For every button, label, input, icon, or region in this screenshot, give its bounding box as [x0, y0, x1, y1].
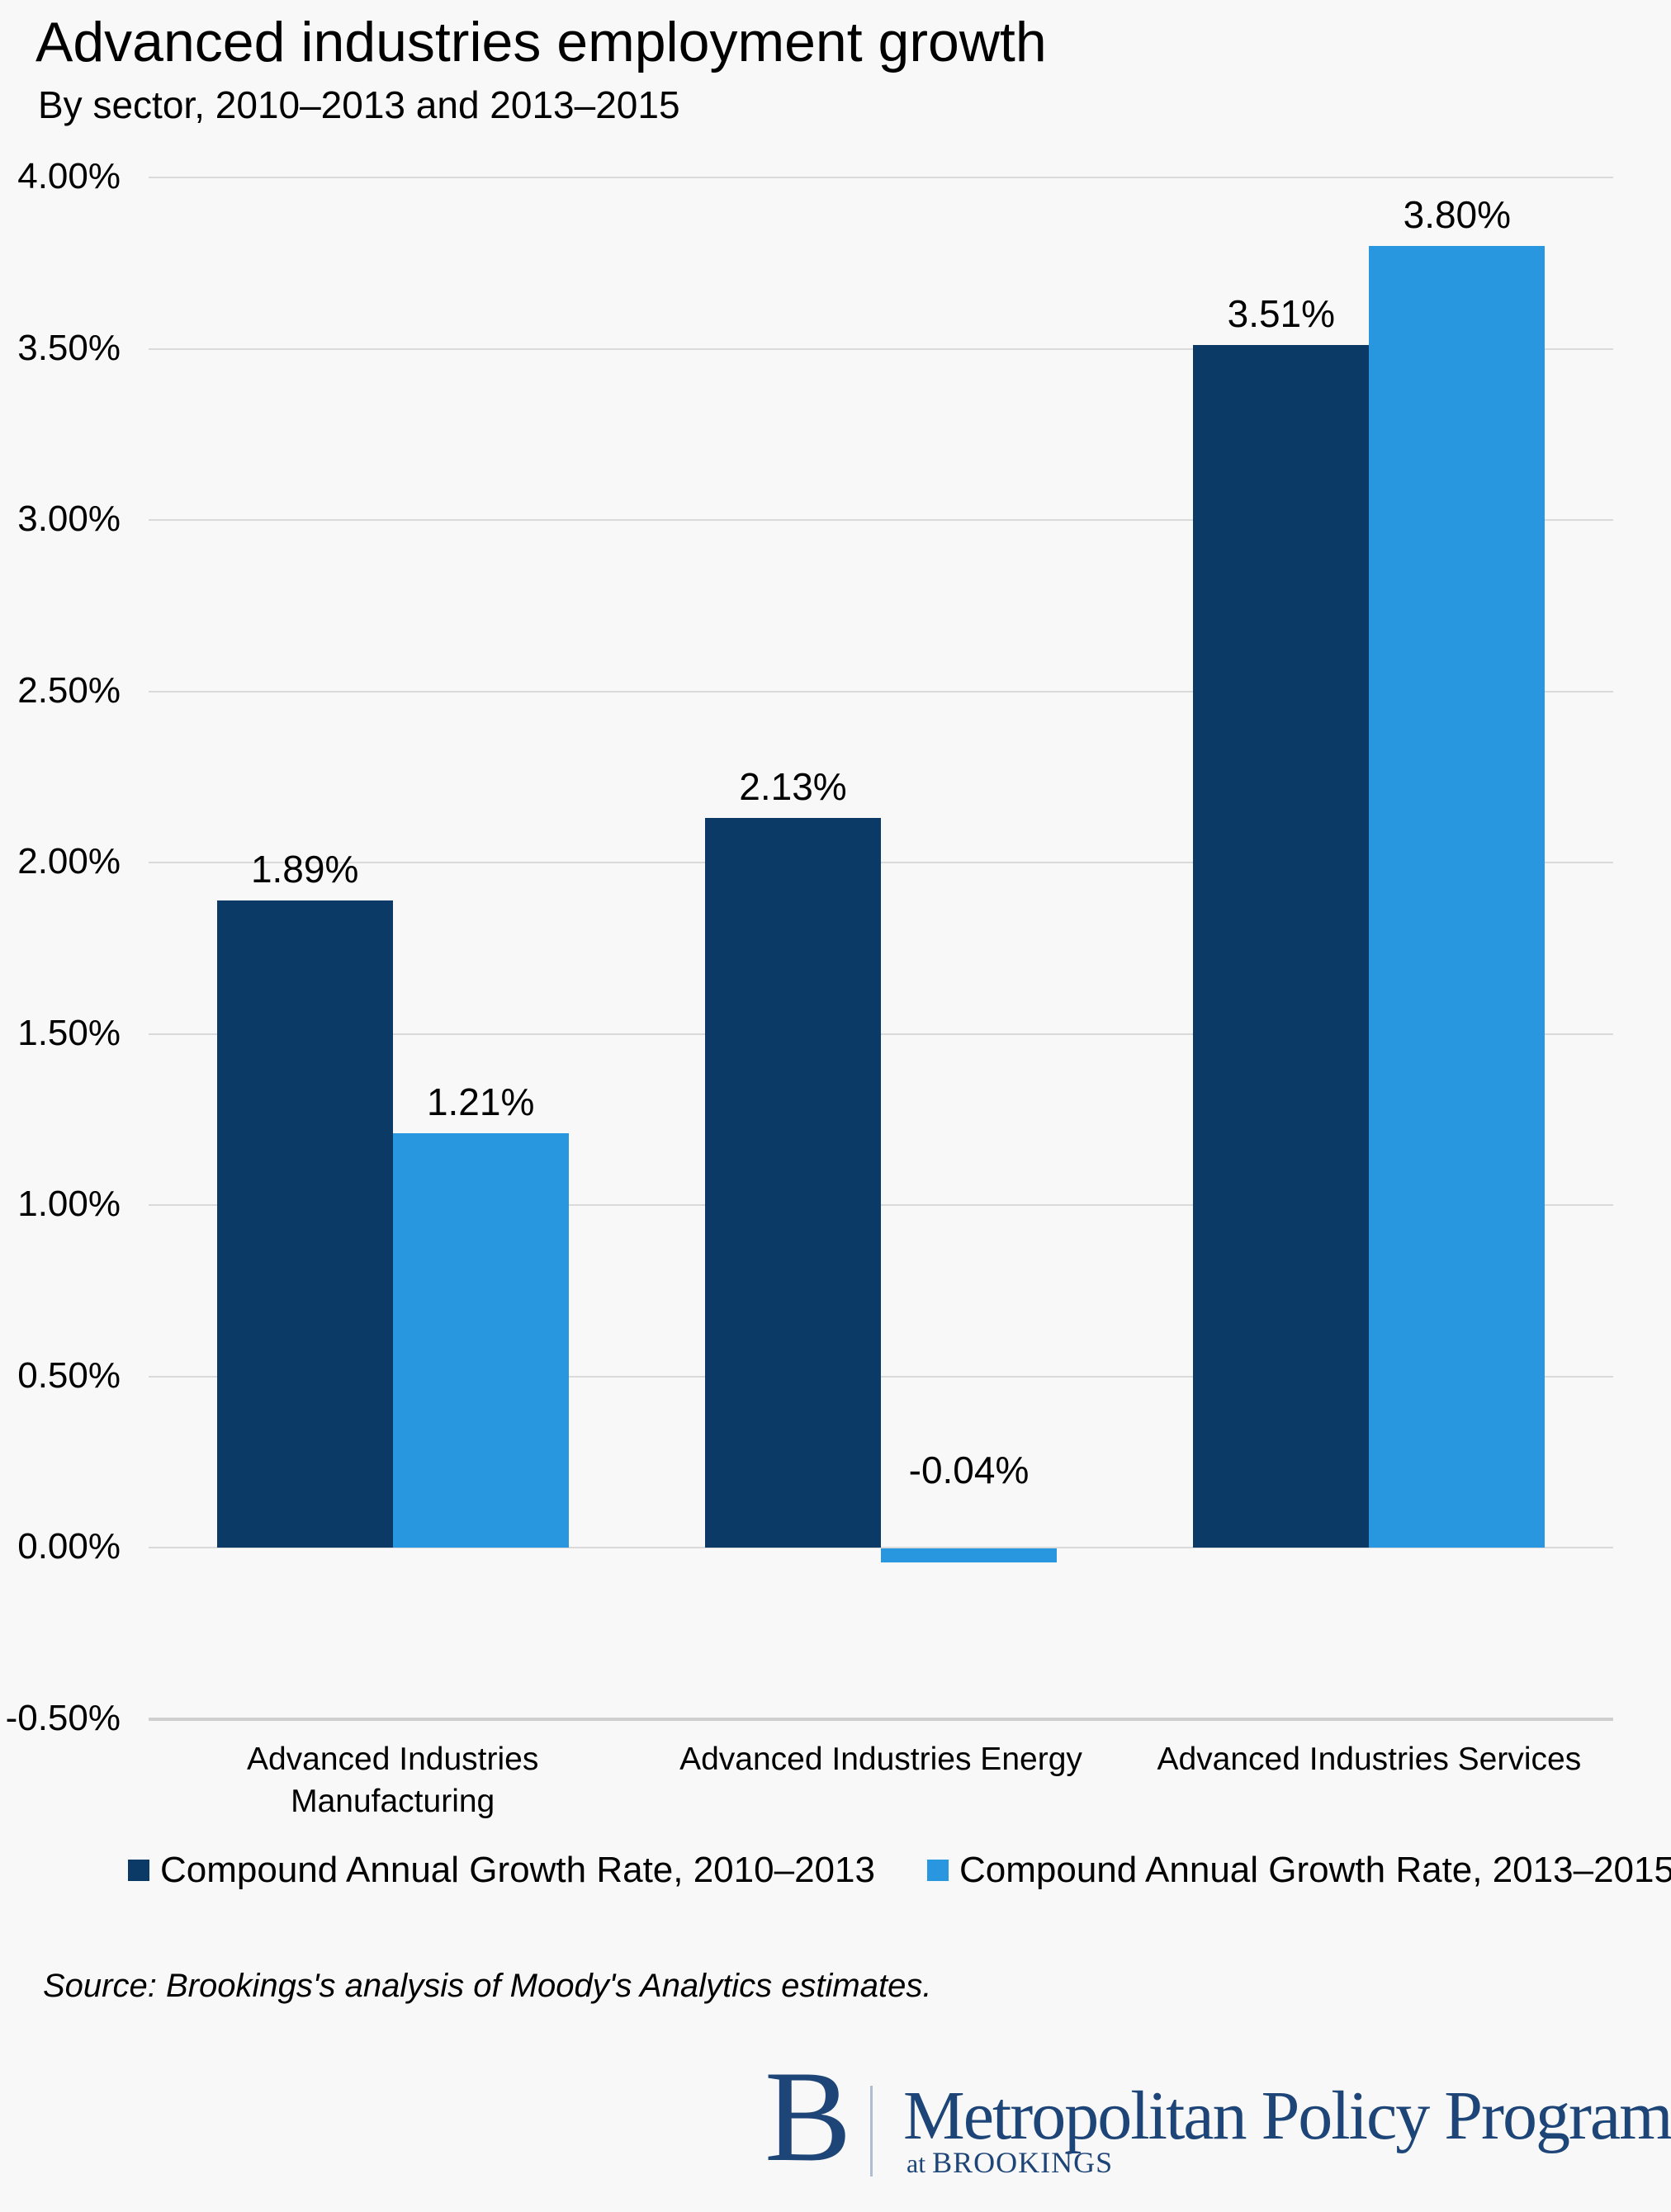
page-title: Advanced industries employment growth [36, 11, 1047, 73]
y-tick-label: 0.00% [17, 1526, 121, 1567]
gridline [149, 690, 1613, 692]
page-subtitle: By sector, 2010–2013 and 2013–2015 [38, 83, 680, 126]
logo-program-name: Metropolitan Policy Program [903, 2077, 1671, 2154]
logo-brookings-text: BROOKINGS [932, 2146, 1114, 2179]
gridline [149, 177, 1613, 178]
bar-value-label: 1.21% [426, 1080, 535, 1124]
gridline [149, 347, 1613, 350]
bar-value-label: 3.51% [1227, 292, 1336, 336]
y-tick-label: 1.00% [17, 1184, 121, 1225]
brookings-logo-mark: B [764, 2044, 852, 2189]
category-label: Advanced Industries Services [1157, 1742, 1582, 1777]
logo-at-prefix: at [907, 2148, 933, 2178]
legend-swatch-dark [128, 1860, 149, 1881]
bar-value-label: 1.89% [250, 847, 359, 891]
bar-value-label: -0.04% [908, 1449, 1030, 1492]
bar [216, 900, 393, 1548]
y-tick-label: 2.00% [17, 841, 121, 882]
y-tick-label: -0.50% [5, 1698, 121, 1738]
bar-value-label: 3.80% [1403, 193, 1512, 237]
bar-value-label: 2.13% [739, 765, 847, 809]
bar [1193, 345, 1370, 1548]
y-tick-label: 3.00% [17, 499, 121, 540]
gridline [149, 1547, 1613, 1549]
gridline [149, 1375, 1613, 1378]
category-label: Advanced Industries Manufacturing [246, 1742, 539, 1819]
legend-label: Compound Annual Growth Rate, 2013–2015 [959, 1850, 1671, 1890]
gridline [149, 1204, 1613, 1207]
bar [881, 1548, 1057, 1563]
source-note: Source: Brookings's analysis of Moody's … [43, 1968, 932, 2004]
logo-divider [870, 2086, 873, 2177]
logo-at-brookings: at BROOKINGS [907, 2144, 1113, 2181]
bar [392, 1133, 569, 1548]
bar [1369, 246, 1546, 1548]
legend-entry-2010-2013: Compound Annual Growth Rate, 2010–2013 [128, 1849, 875, 1892]
category-label: Advanced Industries Energy [679, 1742, 1082, 1777]
gridline [149, 1033, 1613, 1035]
gridline [149, 519, 1613, 522]
legend-swatch-light [927, 1860, 949, 1881]
gridline [149, 862, 1613, 864]
y-tick-label: 1.50% [17, 1012, 121, 1053]
legend-entry-2013-2015: Compound Annual Growth Rate, 2013–2015 [927, 1849, 1671, 1892]
y-tick-label: 4.00% [17, 156, 121, 196]
y-tick-label: 2.50% [17, 669, 121, 711]
y-tick-label: 0.50% [17, 1354, 121, 1396]
y-tick-label: 3.50% [17, 327, 121, 368]
x-axis-line [149, 1718, 1613, 1721]
legend-label: Compound Annual Growth Rate, 2010–2013 [160, 1850, 875, 1890]
bar [705, 818, 881, 1548]
